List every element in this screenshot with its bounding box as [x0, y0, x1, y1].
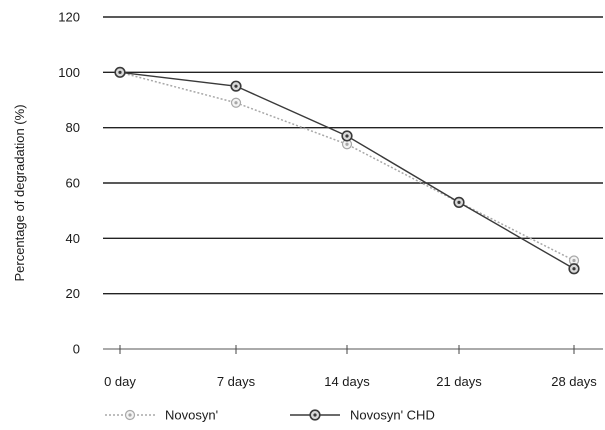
novosyn-point [341, 139, 353, 150]
novosyn-chd-point [453, 196, 465, 208]
novosyn-chd-point [309, 409, 321, 421]
gridlines [103, 16, 603, 350]
series-lines [114, 66, 580, 275]
x-tick-label: 7 days [217, 374, 256, 389]
novosyn-chd-line [119, 71, 575, 270]
x-axis: 0 day 7 days 14 days 21 days 28 days [104, 345, 597, 389]
y-tick-label: 60 [66, 176, 80, 191]
novosyn-point [568, 255, 580, 266]
x-tick-label: 28 days [551, 374, 597, 389]
legend-label: Novosyn' [165, 408, 218, 423]
x-tick-label: 0 day [104, 374, 136, 389]
y-tick-label: 20 [66, 286, 80, 301]
legend: Novosyn' Novosyn' CHD [105, 408, 435, 423]
legend-label: Novosyn' CHD [350, 408, 435, 423]
novosyn-line [119, 71, 575, 262]
legend-item: Novosyn' CHD [290, 408, 435, 423]
y-tick-label: 120 [58, 10, 80, 25]
y-tick-label: 100 [58, 65, 80, 80]
y-axis-title: Percentage of degradation (%) [12, 104, 27, 281]
x-tick-label: 21 days [436, 374, 482, 389]
novosyn-chd-point [230, 80, 242, 92]
novosyn-point [124, 409, 136, 421]
novosyn-chd-point [114, 66, 126, 78]
legend-item: Novosyn' [105, 408, 218, 423]
y-tick-label: 80 [66, 120, 80, 135]
novosyn-point [230, 97, 242, 108]
y-axis-ticks: 0 20 40 60 80 100 120 [58, 10, 80, 357]
novosyn-chd-point [568, 263, 580, 275]
y-tick-label: 40 [66, 231, 80, 246]
x-tick-label: 14 days [324, 374, 370, 389]
y-tick-label: 0 [73, 342, 80, 357]
novosyn-chd-point [341, 130, 353, 142]
